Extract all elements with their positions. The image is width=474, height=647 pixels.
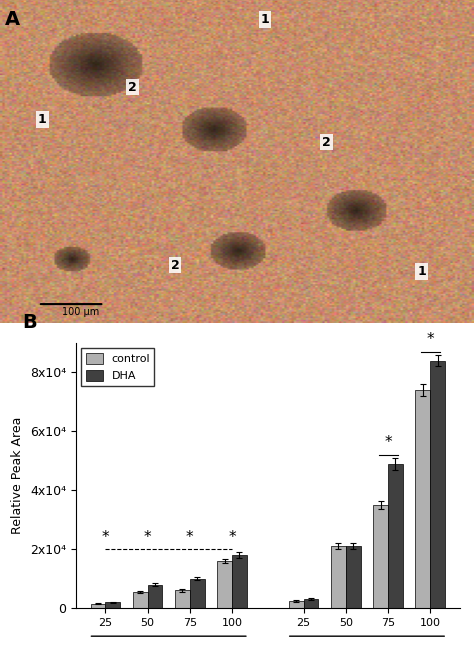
Text: *: * <box>384 435 392 450</box>
Bar <box>232 555 246 608</box>
Bar <box>175 591 190 608</box>
Bar <box>331 546 346 608</box>
Text: B: B <box>22 313 37 333</box>
Text: 2: 2 <box>171 259 179 272</box>
Bar <box>430 360 445 608</box>
Text: 1: 1 <box>261 13 269 26</box>
Text: A: A <box>5 10 20 28</box>
Legend: control, DHA: control, DHA <box>82 349 155 386</box>
Text: 2: 2 <box>128 81 137 94</box>
Text: 1: 1 <box>417 265 426 278</box>
Bar <box>416 390 430 608</box>
Text: *: * <box>427 333 434 347</box>
Text: *: * <box>186 530 193 545</box>
Text: *: * <box>144 530 151 545</box>
Bar <box>374 505 388 608</box>
Text: 1: 1 <box>38 113 46 126</box>
Bar <box>91 604 105 608</box>
Bar <box>346 546 361 608</box>
Bar <box>105 602 120 608</box>
Bar <box>147 585 162 608</box>
Bar <box>388 464 403 608</box>
Y-axis label: Relative Peak Area: Relative Peak Area <box>11 417 24 534</box>
Bar <box>190 578 204 608</box>
Text: 100 μm: 100 μm <box>62 307 99 317</box>
Bar <box>289 601 304 608</box>
Bar <box>304 599 319 608</box>
Text: *: * <box>228 530 236 545</box>
Text: *: * <box>101 530 109 545</box>
Bar <box>133 592 147 608</box>
Text: 2: 2 <box>322 136 331 149</box>
Bar <box>217 561 232 608</box>
